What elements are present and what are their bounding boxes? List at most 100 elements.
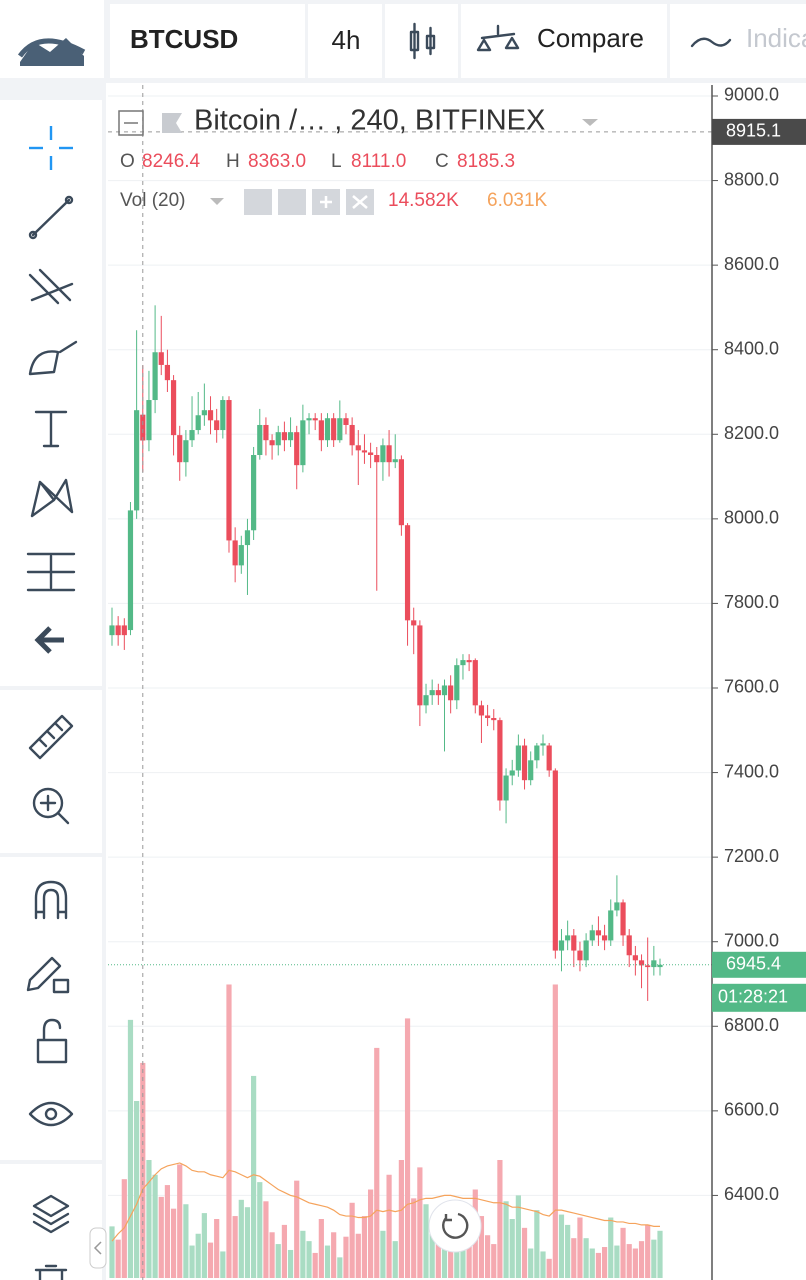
magnet-tool[interactable] bbox=[34, 880, 68, 920]
candle-body bbox=[429, 690, 435, 696]
back-tool[interactable] bbox=[34, 626, 64, 654]
eye-button[interactable] bbox=[244, 189, 272, 215]
candle-body bbox=[608, 910, 614, 941]
volume-bar bbox=[392, 1241, 398, 1278]
candle-body bbox=[232, 540, 238, 566]
candle-body bbox=[361, 450, 368, 453]
overlay: Bitcoin /… , 240, BITFINEX Vol (20) 14.5… bbox=[89, 105, 598, 1269]
volume-bar bbox=[226, 984, 232, 1278]
volume-bar bbox=[645, 1224, 651, 1278]
volume-bar bbox=[632, 1248, 638, 1278]
y-tick-label: 8600.0 bbox=[724, 254, 779, 274]
volume-bar bbox=[195, 1233, 201, 1278]
last-price-box bbox=[712, 951, 806, 978]
lock-drawings-tool[interactable] bbox=[26, 956, 70, 994]
volume-controls bbox=[244, 189, 374, 215]
volume-bar bbox=[380, 1230, 386, 1278]
volume-bar bbox=[300, 1230, 306, 1278]
volume-dropdown[interactable] bbox=[210, 198, 224, 205]
tool-group bbox=[0, 1164, 102, 1280]
volume-bar bbox=[312, 1252, 318, 1278]
candle-body bbox=[552, 770, 558, 951]
crosshair-price-box bbox=[712, 118, 806, 145]
ruler-tool[interactable] bbox=[28, 714, 74, 760]
volume-bar bbox=[478, 1216, 485, 1278]
volume-bar bbox=[552, 984, 558, 1278]
unlock-tool[interactable] bbox=[36, 1018, 68, 1064]
candle-body bbox=[226, 400, 232, 541]
volume-name: Vol (20) bbox=[120, 190, 185, 211]
candle-body bbox=[164, 364, 171, 381]
volume-bar bbox=[281, 1224, 288, 1278]
volume-bar bbox=[232, 1216, 238, 1278]
candle-body bbox=[189, 430, 195, 441]
candle-body bbox=[509, 770, 515, 776]
trendline-tool[interactable] bbox=[28, 195, 74, 240]
volume-bar bbox=[214, 1219, 220, 1278]
zoom-tool[interactable] bbox=[32, 787, 70, 825]
candle-body bbox=[355, 445, 361, 451]
candle-body bbox=[620, 902, 626, 936]
y-tick-label: 7800.0 bbox=[724, 592, 779, 612]
scroll-handle[interactable] bbox=[89, 1227, 107, 1269]
brush-tool[interactable] bbox=[28, 340, 78, 376]
volume-bar bbox=[497, 1160, 503, 1278]
reset-button[interactable] bbox=[428, 1199, 482, 1253]
candle-body bbox=[127, 510, 134, 631]
volume-bar bbox=[601, 1247, 608, 1278]
interval-cell[interactable] bbox=[308, 4, 382, 78]
candle-body bbox=[423, 695, 429, 706]
crosshair-tool[interactable] bbox=[29, 126, 73, 170]
candle-body bbox=[269, 440, 275, 446]
candle-body bbox=[614, 902, 620, 911]
volume-bar bbox=[638, 1241, 645, 1278]
visibility-tool[interactable] bbox=[28, 1101, 74, 1127]
symbol: BTCUSD bbox=[130, 24, 238, 54]
trash-tool[interactable] bbox=[34, 1264, 68, 1280]
y-tick-label: 8400.0 bbox=[724, 338, 779, 358]
candle-body bbox=[454, 665, 460, 701]
volume-bar bbox=[583, 1238, 589, 1278]
text-tool[interactable] bbox=[34, 410, 68, 448]
candle-body bbox=[306, 418, 312, 421]
volume-bar bbox=[411, 1198, 417, 1278]
layers-tool[interactable] bbox=[32, 1194, 70, 1234]
candle-body bbox=[528, 760, 534, 781]
candle-body bbox=[220, 400, 226, 431]
volume-bar bbox=[565, 1224, 571, 1278]
volume-bar bbox=[207, 1242, 214, 1278]
candle-body bbox=[324, 418, 331, 441]
series-title[interactable]: Bitcoin /… , 240, BITFINEX bbox=[194, 105, 545, 137]
chart-type-cell[interactable] bbox=[385, 4, 458, 78]
candle-body bbox=[404, 525, 411, 621]
candle-body bbox=[595, 930, 602, 936]
settings-button[interactable] bbox=[278, 189, 306, 215]
prediction-tool[interactable] bbox=[26, 552, 76, 592]
fib-tool[interactable] bbox=[28, 268, 74, 305]
ohlc-key: L bbox=[331, 151, 342, 172]
volume-bar bbox=[614, 1245, 620, 1278]
volume-bar bbox=[466, 1239, 472, 1278]
ohlc-key: O bbox=[120, 151, 135, 172]
candle-body bbox=[601, 935, 608, 941]
collapse-button[interactable] bbox=[118, 110, 144, 136]
title-dropdown[interactable] bbox=[582, 119, 598, 126]
volume-bar bbox=[349, 1202, 355, 1278]
reset-icon bbox=[442, 1212, 469, 1239]
y-tick-label: 7600.0 bbox=[724, 677, 779, 697]
tool-group bbox=[0, 100, 102, 686]
volume-ma-line bbox=[111, 1162, 660, 1242]
candle-body bbox=[214, 420, 220, 431]
volume-bar bbox=[491, 1244, 497, 1278]
candle-body bbox=[386, 445, 392, 463]
volume-bar bbox=[534, 1210, 540, 1278]
volume-bar bbox=[158, 1196, 164, 1278]
candle-body bbox=[287, 432, 294, 441]
candle-body bbox=[134, 410, 140, 511]
candle-body bbox=[546, 745, 552, 771]
compare-cell[interactable] bbox=[461, 4, 667, 78]
indicators-cell[interactable] bbox=[670, 4, 806, 78]
symbol-cell[interactable] bbox=[110, 4, 305, 78]
pattern-tool[interactable] bbox=[30, 478, 74, 518]
